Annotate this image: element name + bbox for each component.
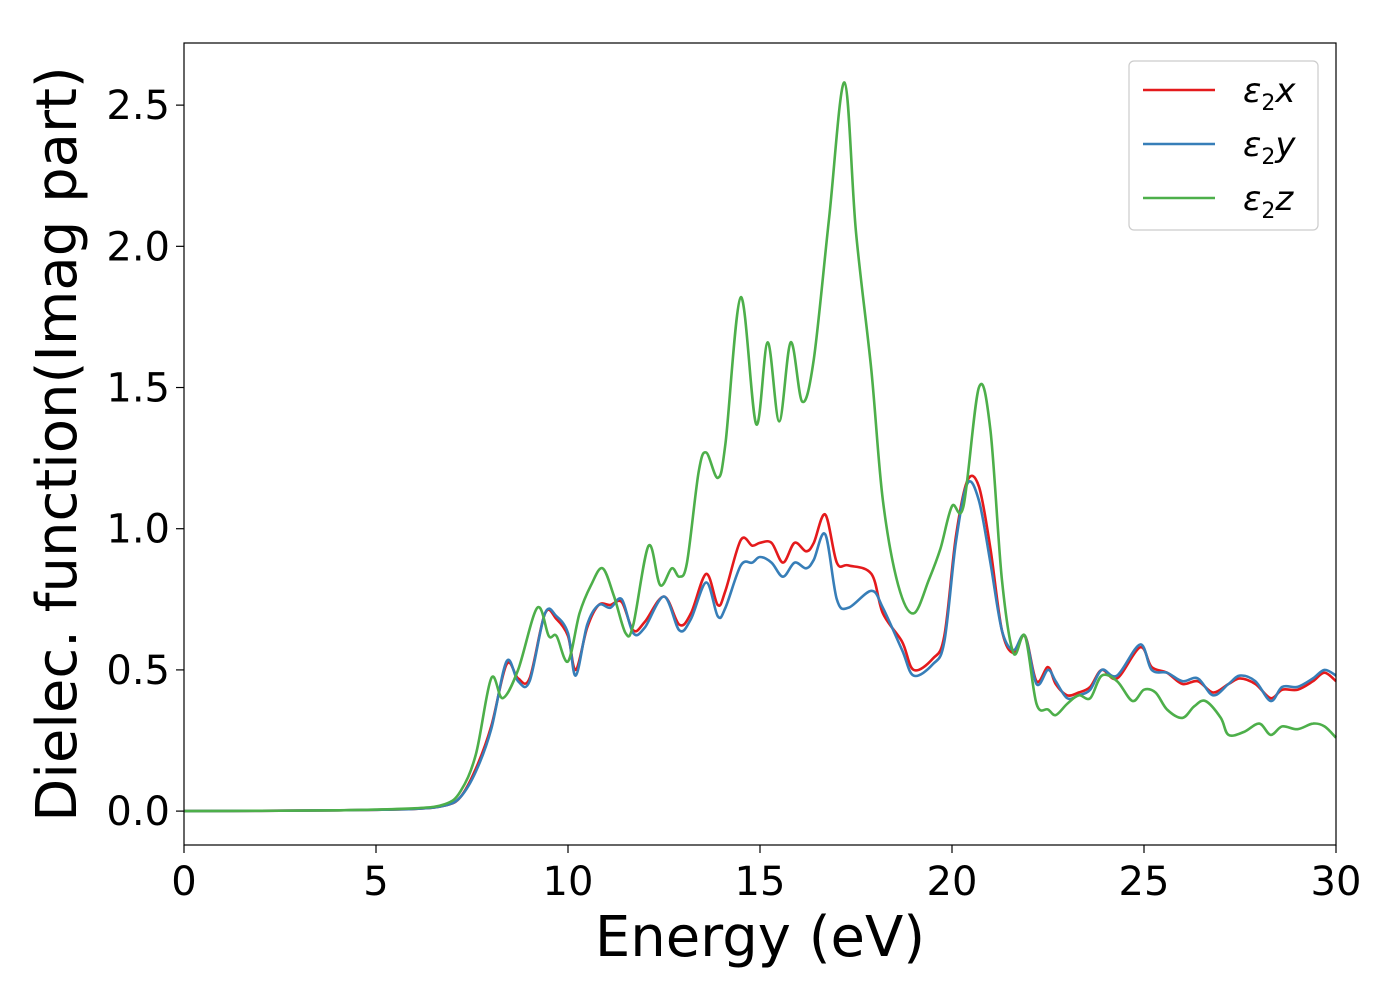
series-line-3 (183, 81, 1337, 813)
y-axis: 0.0 0.5 1.0 1.5 2.0 2.5 (106, 83, 184, 835)
y-tick-label: 0.0 (106, 789, 170, 835)
x-tick-label: 25 (1119, 859, 1170, 905)
y-tick-label: 1.0 (106, 507, 170, 553)
x-tick-label: 5 (363, 859, 388, 905)
legend-frame (1128, 60, 1319, 231)
x-tick-label: 15 (735, 859, 786, 905)
series-line-2 (183, 480, 1337, 813)
x-tick-label: 10 (543, 859, 594, 905)
x-tick-label: 0 (171, 859, 196, 905)
x-axis-title: Energy (eV) (595, 905, 925, 970)
x-tick-label: 20 (927, 859, 978, 905)
legend-label-2: ε2y (1243, 125, 1296, 170)
x-tick-label: 30 (1311, 859, 1362, 905)
legend-label-1: ε2x (1243, 71, 1296, 116)
legend: ε2x ε2y ε2z (1128, 60, 1319, 231)
series-lines (183, 81, 1337, 813)
x-axis: 0 5 10 15 20 25 30 (171, 845, 1361, 905)
y-tick-label: 2.5 (106, 83, 170, 129)
legend-label-3: ε2z (1243, 179, 1294, 224)
y-tick-label: 2.0 (106, 224, 170, 270)
y-axis-title: Dielec. function(Imag part) (25, 66, 90, 822)
y-tick-label: 0.5 (106, 648, 170, 694)
y-tick-label: 1.5 (106, 366, 170, 412)
